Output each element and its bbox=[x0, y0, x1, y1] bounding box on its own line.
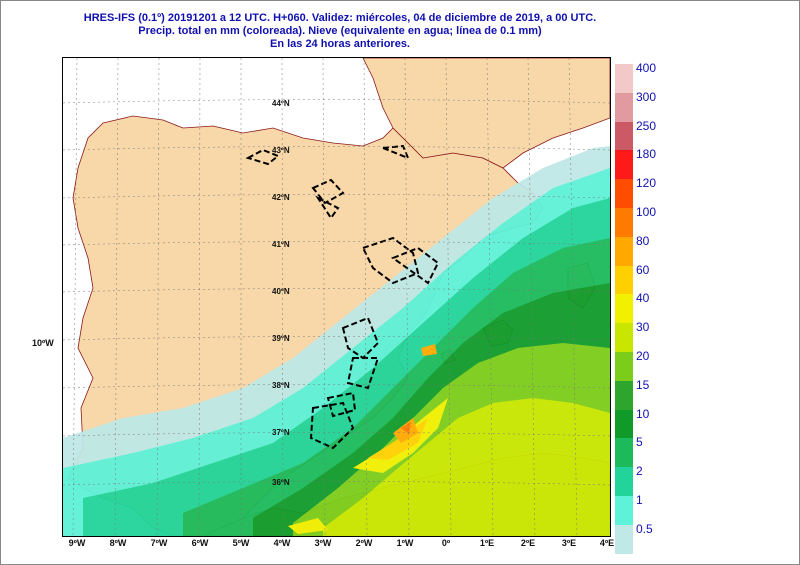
legend-label: 2 bbox=[636, 464, 643, 479]
legend-label: 100 bbox=[636, 205, 657, 219]
legend-swatch bbox=[615, 496, 633, 526]
lon-label-9w: 9ºW bbox=[68, 538, 86, 548]
legend-swatch bbox=[615, 208, 633, 238]
legend-label: 0.5 bbox=[636, 521, 653, 536]
title-line-1: HRES-IFS (0.1º) 20191201 a 12 UTC. H+060… bbox=[83, 12, 597, 24]
legend-label: 250 bbox=[636, 118, 657, 133]
france-land bbox=[362, 58, 610, 169]
legend-label: 120 bbox=[636, 176, 657, 191]
legend-label: 1 bbox=[636, 493, 643, 507]
lon-label-8w: 8ºW bbox=[109, 538, 127, 548]
lat-label-39: 39ºN bbox=[272, 334, 290, 343]
legend-swatch bbox=[615, 352, 633, 382]
legend-swatch bbox=[615, 265, 633, 295]
legend-swatch bbox=[615, 409, 633, 439]
map-canvas bbox=[63, 58, 610, 536]
precipitation-map bbox=[62, 57, 611, 537]
legend-label: 30 bbox=[636, 320, 650, 335]
lon-label-3e: 3ºE bbox=[561, 538, 577, 548]
lat-label-43: 43ºN bbox=[272, 146, 290, 155]
legend-swatch bbox=[615, 121, 633, 151]
snow-contours bbox=[245, 144, 440, 450]
lon-label-5w: 5ºW bbox=[232, 538, 250, 548]
title-line-3: En las 24 horas anteriores. bbox=[269, 38, 410, 50]
lat-label-38: 38ºN bbox=[272, 381, 290, 390]
legend-label: 400 bbox=[636, 61, 657, 75]
legend-swatch bbox=[615, 236, 633, 267]
legend-swatch bbox=[615, 438, 633, 468]
lon-label-4w: 4ºW bbox=[273, 538, 291, 548]
lon-label-7w: 7ºW bbox=[150, 538, 168, 548]
lat-label-40: 40ºN bbox=[272, 287, 290, 296]
legend-label: 60 bbox=[636, 262, 650, 277]
legend-swatch bbox=[615, 467, 633, 497]
legend-label: 5 bbox=[636, 435, 643, 450]
legend-label: 15 bbox=[636, 377, 650, 392]
lon-label-4e: 4ºE bbox=[599, 538, 615, 548]
legend-swatch bbox=[615, 323, 633, 353]
legend-swatch bbox=[615, 380, 633, 411]
lat-label-37: 37ºN bbox=[272, 428, 290, 437]
lon-label-3w: 3ºW bbox=[314, 538, 332, 548]
lon-label-2e: 2ºE bbox=[520, 538, 536, 548]
title-line-2: Precip. total en mm (coloreada). Nieve (… bbox=[138, 25, 542, 37]
lat-label-42: 42ºN bbox=[272, 193, 290, 202]
graticule bbox=[63, 58, 610, 536]
precipitation-field bbox=[63, 146, 610, 536]
lon-label-6w: 6ºW bbox=[191, 538, 209, 548]
lon-label-1e: 1ºE bbox=[479, 538, 495, 548]
legend-swatch bbox=[615, 64, 633, 94]
map-titles: HRES-IFS (0.1º) 20191201 a 12 UTC. H+060… bbox=[60, 12, 620, 51]
lon-label-2w: 2ºW bbox=[355, 538, 373, 548]
legend-label: 40 bbox=[636, 291, 650, 306]
lat-label-41: 41ºN bbox=[272, 240, 290, 249]
legend-label: 180 bbox=[636, 147, 657, 162]
legend-label: 20 bbox=[636, 349, 650, 363]
lat-label-36: 36ºN bbox=[272, 478, 290, 487]
legend-label: 80 bbox=[636, 233, 650, 248]
lon-label-1w: 1ºW bbox=[396, 538, 414, 548]
legend-swatch bbox=[615, 179, 633, 209]
legend-label: 10 bbox=[636, 406, 650, 421]
legend-label: 300 bbox=[636, 89, 657, 104]
side-longitude-label: 10ºW bbox=[32, 338, 54, 348]
legend-swatch bbox=[615, 294, 633, 324]
legend-swatch bbox=[615, 524, 633, 555]
legend-swatch bbox=[615, 92, 633, 123]
lon-label-0: 0º bbox=[441, 538, 451, 548]
lat-label-44: 44ºN bbox=[272, 99, 290, 108]
legend-swatch bbox=[615, 150, 633, 180]
